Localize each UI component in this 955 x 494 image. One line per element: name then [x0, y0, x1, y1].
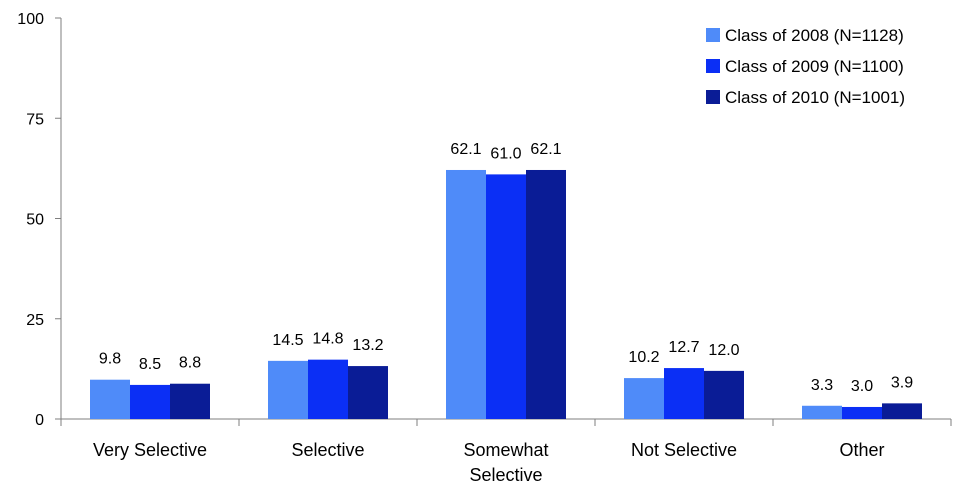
legend: Class of 2008 (N=1128) Class of 2009 (N=1…: [706, 26, 905, 107]
bars: 9.8 8.5 8.8 14.5 14.8 13.2 62.1 61.0 62.1 10.2 12.…: [90, 141, 922, 419]
bar-data-label: 61.0: [490, 145, 521, 162]
bar: [704, 370, 744, 419]
bar-data-label: 62.1: [450, 141, 481, 158]
y-tick-label: 100: [17, 11, 44, 28]
bar-data-label: 14.8: [312, 331, 343, 348]
bar: [170, 383, 210, 419]
bar: [90, 379, 130, 419]
y-tick-label: 50: [26, 212, 44, 229]
bar: [526, 169, 566, 419]
legend-swatch: [706, 90, 720, 104]
x-category-label: Not Selective: [631, 440, 737, 460]
x-category-label: Somewhat Selective: [463, 440, 548, 485]
bar-data-label: 12.0: [708, 342, 739, 359]
legend-swatch: [706, 28, 720, 42]
x-category-label: Very Selective: [93, 440, 207, 460]
x-category-label: Other: [839, 440, 884, 460]
bar-data-label: 3.3: [811, 377, 833, 394]
bar-data-label: 8.5: [139, 356, 161, 373]
bar-data-label: 3.9: [891, 374, 913, 391]
legend-swatch: [706, 59, 720, 73]
bar: [308, 359, 348, 419]
x-category-label: Selective: [291, 440, 364, 460]
bar-data-label: 13.2: [352, 337, 383, 354]
bar-data-label: 3.0: [851, 378, 873, 395]
bar: [882, 403, 922, 419]
bar: [130, 384, 170, 419]
bar: [348, 366, 388, 419]
bar-data-label: 10.2: [628, 349, 659, 366]
bar-data-label: 12.7: [668, 339, 699, 356]
legend-label: Class of 2009 (N=1100): [725, 57, 904, 76]
x-category-label-line: Selective: [469, 465, 542, 485]
bar-data-label: 8.8: [179, 355, 201, 372]
legend-label: Class of 2008 (N=1128): [725, 26, 904, 45]
legend-label: Class of 2010 (N=1001): [725, 88, 905, 107]
bar: [486, 174, 526, 419]
bar: [624, 378, 664, 419]
bar: [802, 405, 842, 419]
bar: [842, 406, 882, 419]
y-tick-label: 0: [35, 412, 44, 429]
bar-data-label: 9.8: [99, 351, 121, 368]
bar: [446, 169, 486, 419]
bar-data-label: 14.5: [272, 332, 303, 349]
bar: [664, 368, 704, 419]
bar-data-label: 62.1: [530, 141, 561, 158]
x-category-label-line: Somewhat: [463, 440, 548, 460]
bar: [268, 360, 308, 419]
y-tick-label: 25: [26, 312, 44, 329]
y-tick-label: 75: [26, 111, 44, 128]
